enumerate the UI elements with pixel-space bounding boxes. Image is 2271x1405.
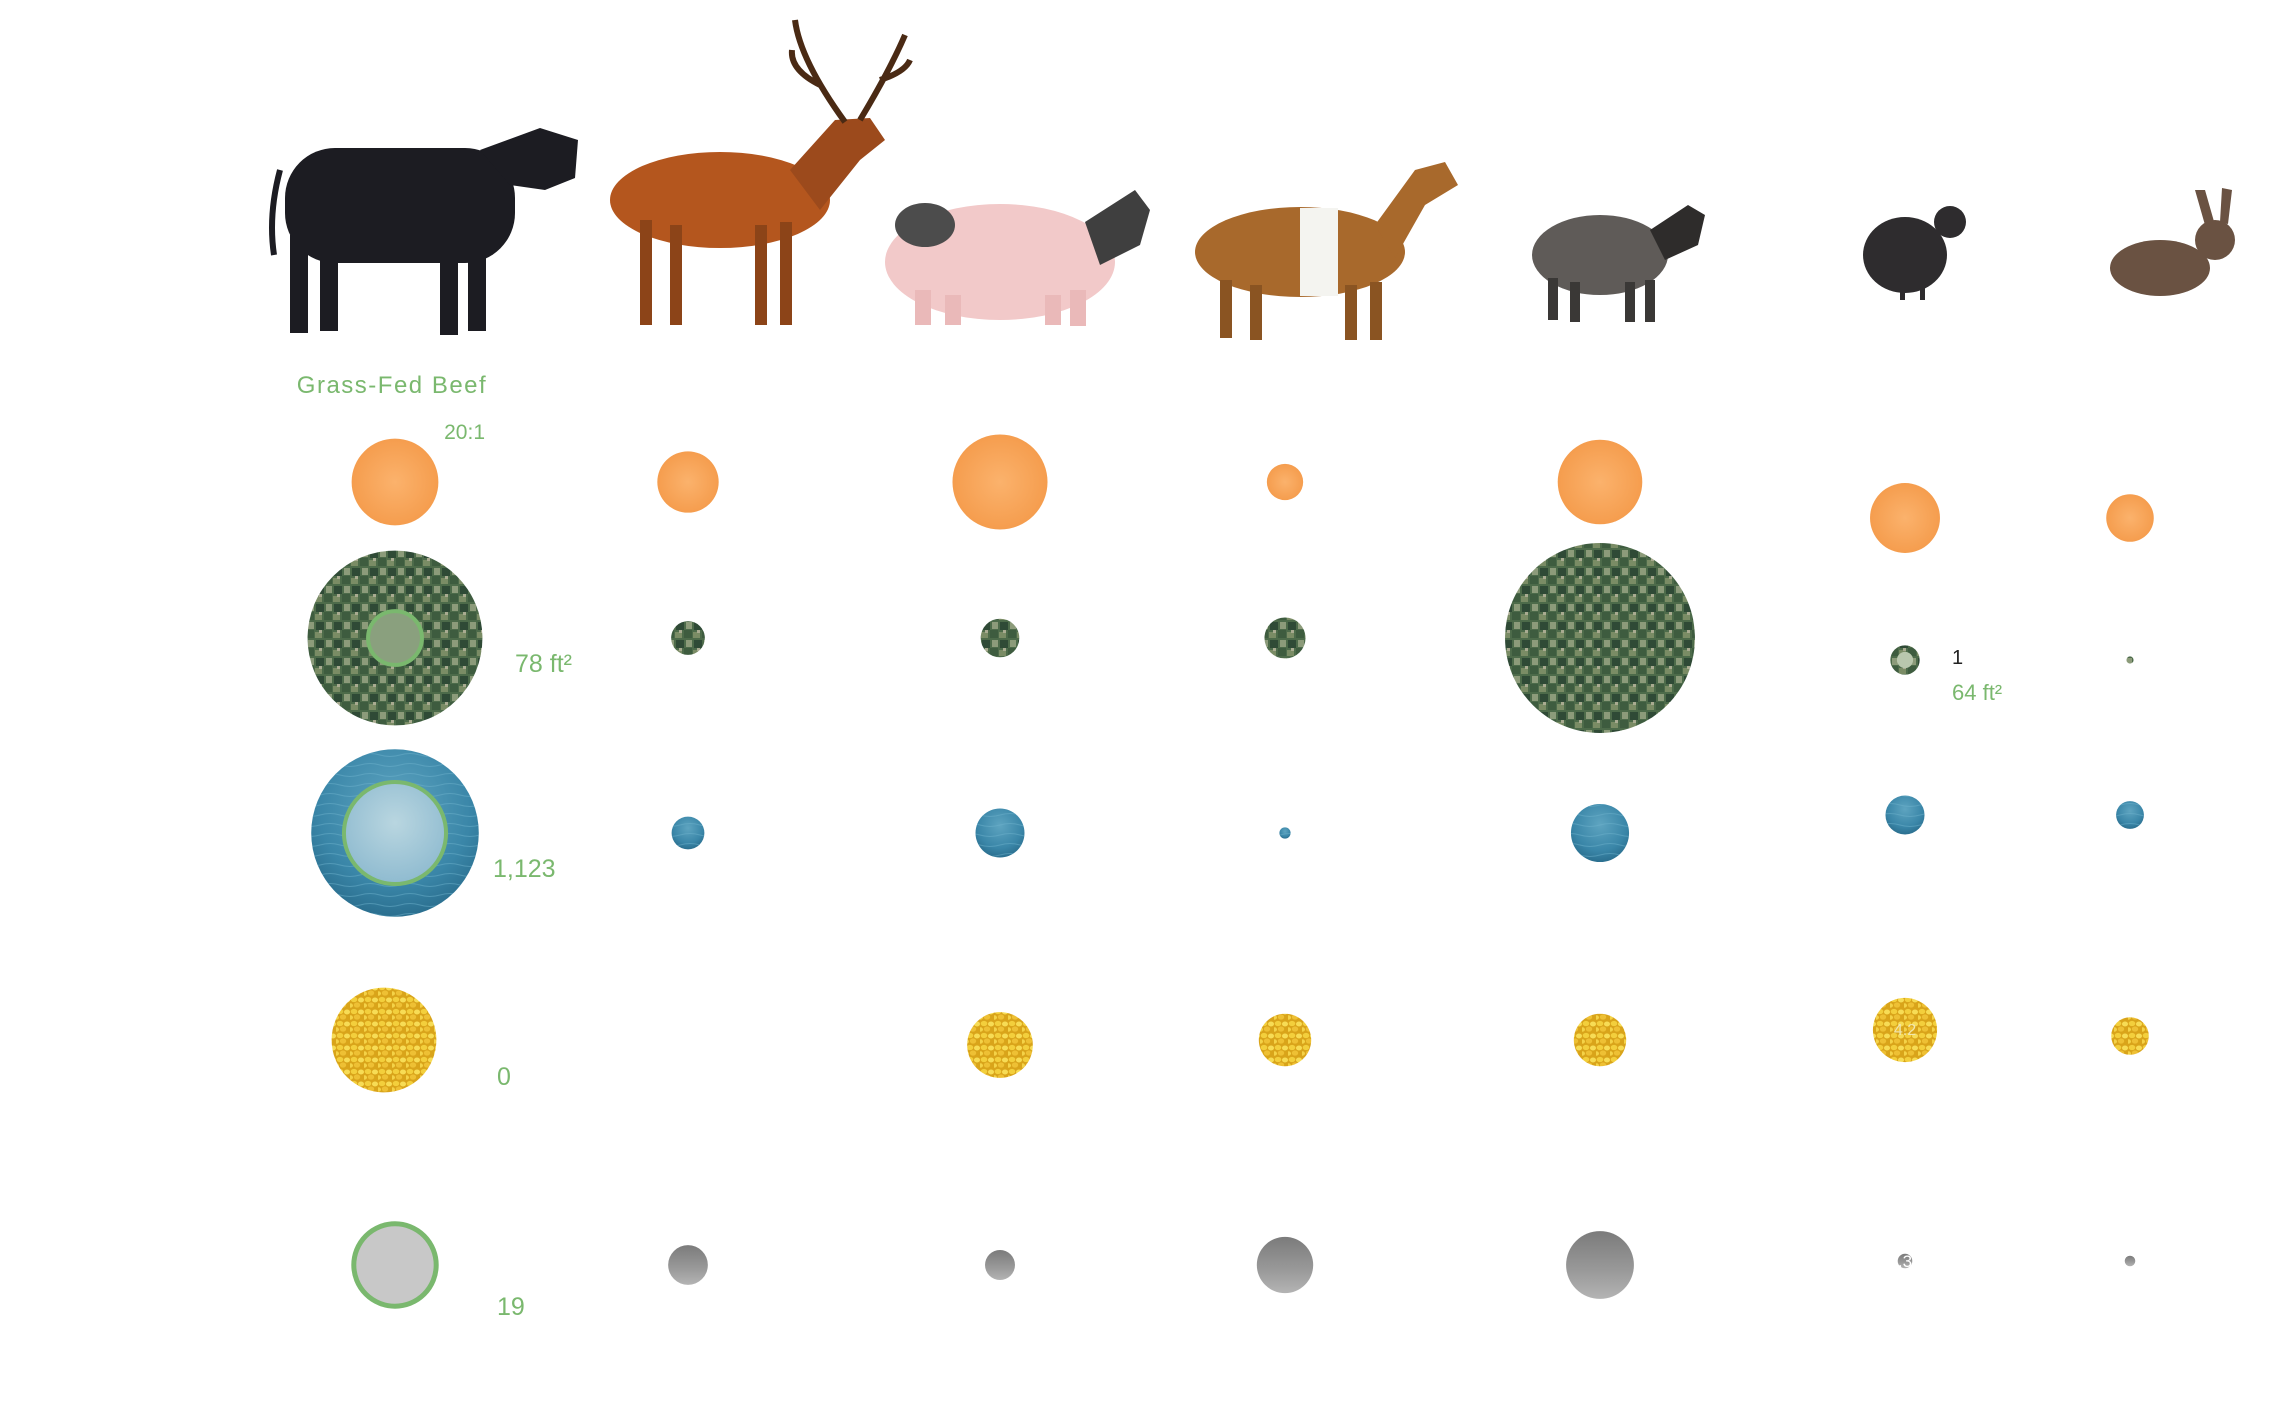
rabbit-icon bbox=[2110, 188, 2235, 296]
feed-ratio-bubble-pig bbox=[952, 434, 1048, 530]
value-labels: 20:1 78 ft² 1 64 ft² 1,123 0 4.2 19 3.37 bbox=[444, 421, 2002, 1321]
grain-label: 0 bbox=[497, 1063, 511, 1091]
emissions-outer-bubble bbox=[351, 1221, 439, 1309]
land-bubble-deer bbox=[671, 621, 705, 655]
land-bubble-pig bbox=[980, 618, 1020, 658]
land-label-b-bottom: 64 ft² bbox=[1952, 680, 2002, 705]
selected-animal-label[interactable]: Grass-Fed Beef bbox=[297, 372, 487, 399]
feed-ratio-bubble-chicken bbox=[1870, 483, 1940, 553]
bubble-grid bbox=[307, 434, 2154, 1309]
grain-inner-label: 4.2 bbox=[1894, 1022, 1916, 1039]
feed-ratio-bubble-cattle bbox=[351, 438, 439, 526]
emissions-bubble-goat bbox=[1256, 1236, 1314, 1294]
emissions-bubble-chicken bbox=[1897, 1253, 1913, 1269]
land-inner-bubble bbox=[366, 609, 424, 667]
water-label: 1,123 bbox=[493, 855, 556, 883]
grain-bubble-goat bbox=[1258, 1013, 1312, 1067]
animal-illustrations bbox=[269, 19, 2235, 340]
emissions-bubble-pig bbox=[985, 1250, 1015, 1280]
grain-bubble-pig bbox=[967, 1012, 1033, 1078]
water-bubble-texture-goat bbox=[1279, 827, 1291, 839]
water-bubble-texture-chicken bbox=[1885, 795, 1925, 835]
land-bubble-goat bbox=[1264, 617, 1306, 659]
water-bubble-texture-rabbit bbox=[2116, 801, 2144, 829]
feed-ratio-bubble-sheep bbox=[1557, 439, 1643, 525]
feed-ratio-bubble-rabbit bbox=[2106, 494, 2154, 542]
sheep-icon bbox=[1532, 205, 1705, 322]
goat-icon bbox=[1195, 162, 1458, 340]
emissions-label: 19 bbox=[497, 1293, 525, 1321]
land-label-b-top: 1 bbox=[1952, 647, 1963, 669]
water-bubble-texture-deer bbox=[671, 816, 705, 850]
pig-icon bbox=[885, 190, 1150, 326]
chicken-icon bbox=[1863, 206, 1966, 300]
feed-ratio-bubble-deer bbox=[657, 451, 719, 513]
grain-reference-bubble bbox=[331, 987, 437, 1093]
grain-bubble-rabbit bbox=[2111, 1017, 2149, 1055]
land-bubble-sheep bbox=[1505, 543, 1695, 733]
land-label: 78 ft² bbox=[515, 650, 572, 678]
feed-ratio-label: 20:1 bbox=[444, 421, 485, 444]
land-bubble-rabbit bbox=[2126, 656, 2134, 664]
emissions-bubble-rabbit bbox=[2124, 1255, 2136, 1267]
cow-icon bbox=[269, 128, 578, 335]
water-bubble-texture-sheep bbox=[1570, 803, 1630, 863]
land-inner-bubble-chicken bbox=[1896, 651, 1914, 669]
grain-bubble-sheep bbox=[1573, 1013, 1627, 1067]
water-bubble-texture-pig bbox=[975, 808, 1025, 858]
emissions-inner-label: 3.37 bbox=[1888, 1252, 1921, 1271]
water-inner-bubble bbox=[341, 779, 449, 887]
deer-icon bbox=[610, 19, 913, 325]
feed-ratio-bubble-goat bbox=[1266, 463, 1304, 501]
emissions-bubble-sheep bbox=[1566, 1231, 1634, 1299]
grain-bubble-chicken bbox=[1872, 997, 1938, 1063]
emissions-bubble-deer bbox=[668, 1245, 708, 1285]
